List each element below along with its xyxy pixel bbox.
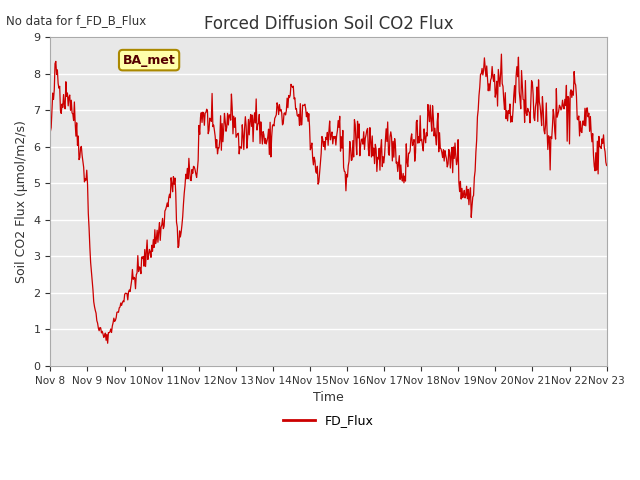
X-axis label: Time: Time: [313, 391, 344, 404]
Text: BA_met: BA_met: [123, 54, 175, 67]
Text: No data for f_FD_B_Flux: No data for f_FD_B_Flux: [6, 14, 147, 27]
Title: Forced Diffusion Soil CO2 Flux: Forced Diffusion Soil CO2 Flux: [204, 15, 453, 33]
Legend: FD_Flux: FD_Flux: [278, 409, 379, 432]
Y-axis label: Soil CO2 Flux (μmol/m2/s): Soil CO2 Flux (μmol/m2/s): [15, 120, 28, 283]
